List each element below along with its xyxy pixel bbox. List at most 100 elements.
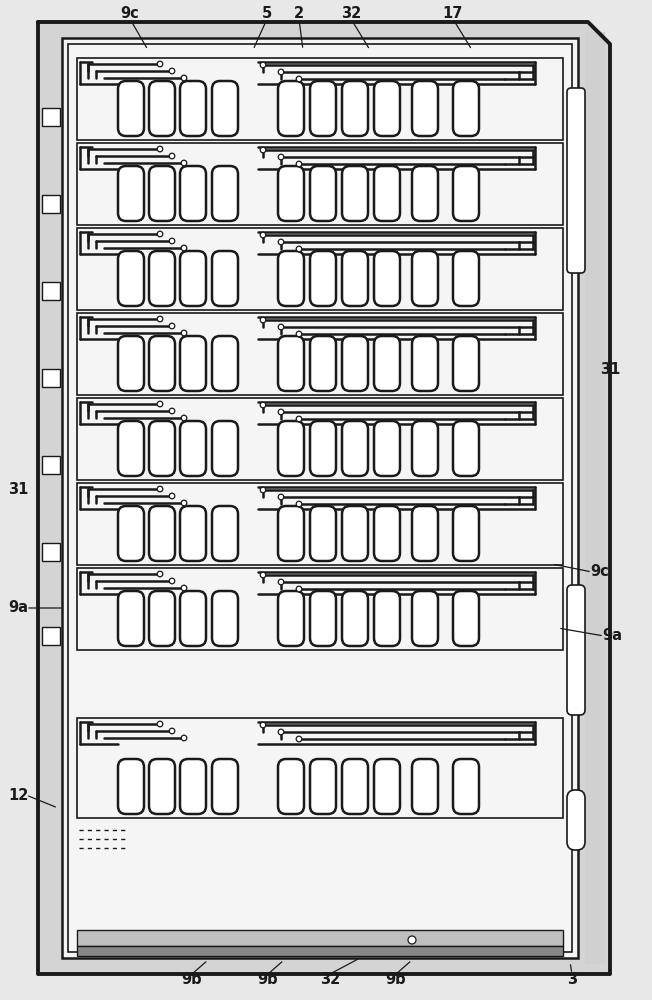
- Circle shape: [296, 586, 302, 592]
- Bar: [42, 627, 60, 645]
- FancyBboxPatch shape: [180, 166, 206, 221]
- Bar: [42, 456, 60, 474]
- FancyBboxPatch shape: [342, 591, 368, 646]
- FancyBboxPatch shape: [453, 421, 479, 476]
- FancyBboxPatch shape: [412, 81, 438, 136]
- Bar: [77, 568, 563, 650]
- Bar: [77, 228, 563, 310]
- FancyBboxPatch shape: [374, 166, 400, 221]
- FancyBboxPatch shape: [310, 166, 336, 221]
- FancyBboxPatch shape: [342, 336, 368, 391]
- Circle shape: [296, 161, 302, 167]
- Circle shape: [296, 501, 302, 507]
- FancyBboxPatch shape: [342, 421, 368, 476]
- Polygon shape: [38, 22, 610, 974]
- FancyBboxPatch shape: [278, 251, 304, 306]
- Text: 3: 3: [567, 972, 577, 988]
- Circle shape: [157, 721, 163, 727]
- Circle shape: [260, 232, 266, 238]
- FancyBboxPatch shape: [412, 506, 438, 561]
- FancyBboxPatch shape: [118, 421, 144, 476]
- FancyBboxPatch shape: [453, 591, 479, 646]
- FancyBboxPatch shape: [118, 336, 144, 391]
- Circle shape: [170, 493, 175, 499]
- Text: 9a: 9a: [8, 600, 28, 615]
- Circle shape: [296, 76, 302, 82]
- Circle shape: [260, 487, 266, 493]
- Circle shape: [278, 69, 284, 75]
- FancyBboxPatch shape: [278, 166, 304, 221]
- FancyBboxPatch shape: [412, 759, 438, 814]
- FancyBboxPatch shape: [180, 421, 206, 476]
- Text: 17: 17: [443, 5, 463, 20]
- Circle shape: [296, 331, 302, 337]
- FancyBboxPatch shape: [118, 251, 144, 306]
- FancyBboxPatch shape: [374, 81, 400, 136]
- FancyBboxPatch shape: [567, 790, 585, 850]
- FancyBboxPatch shape: [149, 336, 175, 391]
- Text: 32: 32: [341, 5, 361, 20]
- Bar: [42, 543, 60, 561]
- Bar: [68, 44, 572, 952]
- FancyBboxPatch shape: [212, 251, 238, 306]
- Circle shape: [278, 154, 284, 160]
- FancyBboxPatch shape: [180, 251, 206, 306]
- Bar: [42, 369, 60, 387]
- FancyBboxPatch shape: [310, 81, 336, 136]
- FancyBboxPatch shape: [118, 759, 144, 814]
- Circle shape: [170, 238, 175, 244]
- Circle shape: [181, 415, 187, 421]
- Circle shape: [278, 324, 284, 330]
- Circle shape: [181, 735, 187, 741]
- Circle shape: [170, 323, 175, 329]
- FancyBboxPatch shape: [374, 421, 400, 476]
- Bar: [42, 195, 60, 213]
- Bar: [77, 313, 563, 395]
- FancyBboxPatch shape: [149, 251, 175, 306]
- Circle shape: [296, 736, 302, 742]
- FancyBboxPatch shape: [149, 421, 175, 476]
- Text: 9c: 9c: [591, 564, 610, 580]
- Circle shape: [260, 722, 266, 728]
- FancyBboxPatch shape: [212, 759, 238, 814]
- FancyBboxPatch shape: [310, 251, 336, 306]
- FancyBboxPatch shape: [212, 506, 238, 561]
- Circle shape: [157, 61, 163, 67]
- FancyBboxPatch shape: [310, 506, 336, 561]
- FancyBboxPatch shape: [412, 251, 438, 306]
- FancyBboxPatch shape: [212, 336, 238, 391]
- Text: 9c: 9c: [121, 5, 140, 20]
- Text: 31: 31: [600, 362, 620, 377]
- FancyBboxPatch shape: [278, 591, 304, 646]
- FancyBboxPatch shape: [342, 81, 368, 136]
- Text: 2: 2: [294, 5, 304, 20]
- Circle shape: [157, 316, 163, 322]
- FancyBboxPatch shape: [180, 506, 206, 561]
- FancyBboxPatch shape: [567, 585, 585, 715]
- Circle shape: [408, 936, 416, 944]
- FancyBboxPatch shape: [118, 81, 144, 136]
- FancyBboxPatch shape: [374, 759, 400, 814]
- Circle shape: [260, 402, 266, 408]
- Text: 12: 12: [8, 788, 28, 802]
- FancyBboxPatch shape: [149, 759, 175, 814]
- Circle shape: [170, 153, 175, 159]
- FancyBboxPatch shape: [212, 81, 238, 136]
- FancyBboxPatch shape: [412, 336, 438, 391]
- FancyBboxPatch shape: [453, 759, 479, 814]
- FancyBboxPatch shape: [342, 251, 368, 306]
- FancyBboxPatch shape: [453, 336, 479, 391]
- FancyBboxPatch shape: [567, 88, 585, 273]
- FancyBboxPatch shape: [278, 421, 304, 476]
- FancyBboxPatch shape: [149, 591, 175, 646]
- FancyBboxPatch shape: [118, 166, 144, 221]
- FancyBboxPatch shape: [278, 81, 304, 136]
- FancyBboxPatch shape: [180, 336, 206, 391]
- Circle shape: [157, 486, 163, 492]
- Circle shape: [278, 239, 284, 245]
- Text: 9b: 9b: [386, 972, 406, 988]
- FancyBboxPatch shape: [374, 336, 400, 391]
- Text: 9b: 9b: [258, 972, 278, 988]
- FancyBboxPatch shape: [149, 81, 175, 136]
- Bar: [77, 143, 563, 225]
